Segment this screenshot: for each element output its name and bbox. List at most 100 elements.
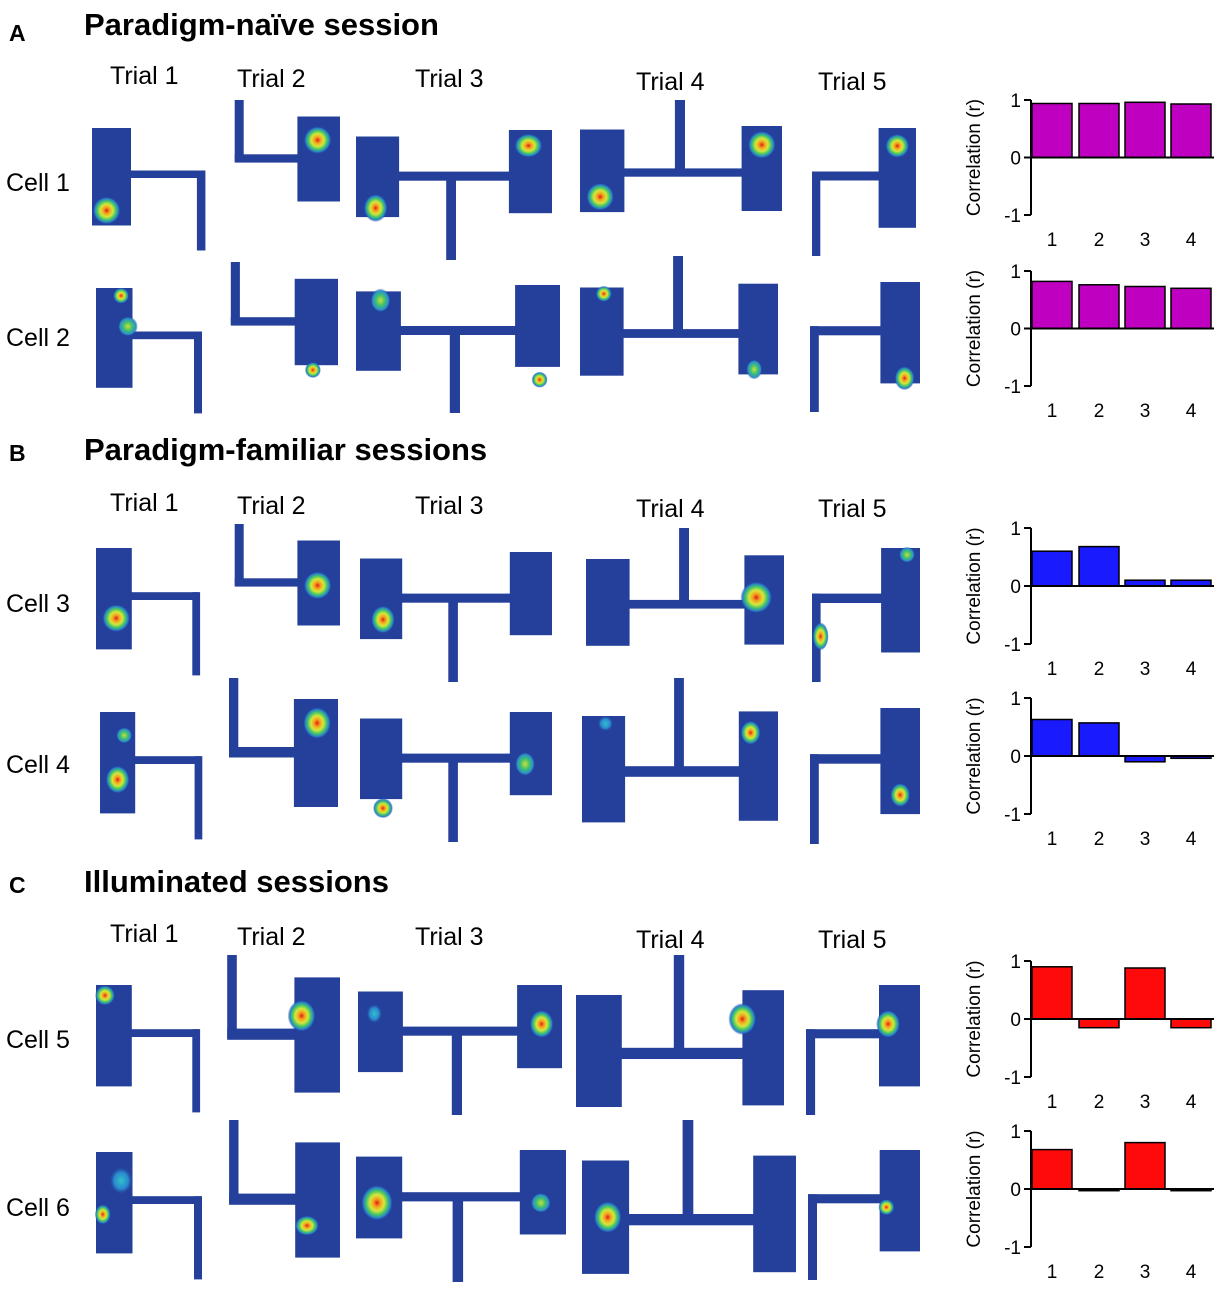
y-tick-label: 1 [1010,91,1021,112]
firing-field [303,571,332,600]
x-tick-label: 4 [1186,659,1197,680]
maze-arm [679,528,689,605]
maze-arm [227,955,237,1039]
maze-arm [358,991,403,1073]
firing-field [885,133,910,158]
place-field-map [234,524,340,626]
y-axis-label: Correlation (r) [964,697,985,814]
maze-arm [449,328,460,413]
firing-field [361,1184,393,1221]
maze-arm [130,331,201,340]
firing-field [899,546,915,563]
firing-field [597,715,614,732]
maze-arm [194,756,203,840]
maze-arm [806,1029,816,1115]
firing-field [371,605,395,634]
maze-arm [234,100,244,162]
x-tick-label: 2 [1094,829,1105,850]
bar [1078,545,1120,587]
cell-label: Cell 6 [6,1194,70,1222]
maze-arm [100,712,136,814]
place-field-map [96,548,201,676]
trial-label: Trial 4 [636,926,705,954]
maze-arm [448,596,458,682]
y-axis-label: Correlation (r) [964,1130,985,1247]
firing-field [303,126,332,155]
x-tick-label: 1 [1047,1092,1058,1113]
maze-arm [580,287,624,376]
y-tick-label: 0 [1010,320,1021,341]
bar [1031,102,1073,159]
maze-arm [234,578,300,587]
firing-field [95,985,115,1006]
maze-arm [130,1196,201,1204]
place-field-map [356,130,552,260]
place-field-map [229,678,338,807]
maze-arm [294,977,340,1093]
bar [1124,101,1166,159]
y-tick-label: 0 [1010,577,1021,598]
bar [1170,103,1212,159]
place-field-map [812,546,920,682]
trial-label: Trial 3 [415,923,484,951]
bar [1124,967,1166,1020]
maze-arm [192,1029,201,1113]
maze-arm [229,1120,239,1204]
maze-arm [129,1029,199,1037]
maze-arm [360,718,403,800]
trial-label: Trial 4 [636,68,705,96]
maze-arm [806,1029,882,1039]
firing-field [113,287,130,304]
place-field-map [576,955,784,1107]
firing-field [876,1010,901,1038]
place-field-map [582,678,778,823]
maze-arm [96,288,133,388]
maze-arm [196,170,206,251]
firing-field [92,196,121,225]
maze-arm [810,326,819,412]
firing-field [370,288,391,313]
bar [1078,722,1120,757]
bar-chart: 1 0 -1 1 2 3 4 Correlation (r) [964,1122,1214,1283]
maze-arm [515,285,560,367]
x-tick-label: 1 [1047,230,1058,251]
firing-field [117,316,138,337]
x-tick-label: 3 [1140,1262,1151,1283]
firing-field [740,720,761,745]
firing-field [515,752,536,776]
x-tick-label: 4 [1186,1262,1197,1283]
y-tick-label: 0 [1010,1180,1021,1201]
maze-arm [234,524,244,586]
maze-arm [129,592,199,600]
place-field-map [234,100,340,202]
place-field-map [810,708,920,844]
firing-field [295,1215,319,1236]
maze-arm [451,1029,462,1115]
maze-arm [234,154,300,163]
x-tick-label: 2 [1094,659,1105,680]
firing-field [373,798,393,819]
bar [1078,1018,1120,1029]
bar [1124,1141,1166,1190]
maze-arm [810,326,883,336]
y-tick-label: 1 [1010,689,1021,710]
maze-arm [880,282,920,384]
place-field-map [94,1152,202,1280]
cell-label: Cell 1 [6,169,70,197]
firing-field [304,362,321,378]
x-tick-label: 2 [1094,1262,1105,1283]
place-field-map [100,712,203,840]
firing-field [94,1204,111,1225]
bar-chart: 1 0 -1 1 2 3 4 Correlation (r) [964,91,1214,251]
trial-label: Trial 5 [818,926,887,954]
bar [1031,718,1073,757]
maze-arm [753,1155,796,1273]
maze-arm [229,747,297,758]
maze-arm [194,1196,202,1280]
firing-field [740,581,773,614]
panel-b-title: Paradigm-familiar sessions [84,432,487,467]
firing-field [595,285,612,302]
x-tick-label: 2 [1094,401,1105,422]
place-field-map [360,552,552,682]
